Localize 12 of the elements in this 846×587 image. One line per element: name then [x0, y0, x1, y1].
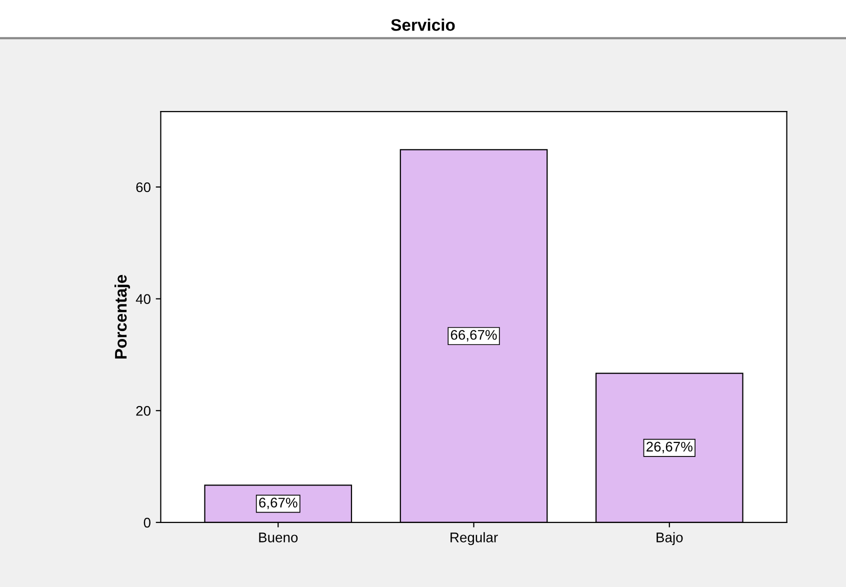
y-tick-label: 20 — [136, 406, 150, 416]
data-label: 6,67% — [259, 498, 298, 510]
data-label: 66,67% — [450, 330, 497, 342]
data-label: 26,67% — [646, 442, 692, 454]
y-tick-label: 60 — [136, 182, 150, 192]
x-tick-label: Bajo — [656, 532, 683, 546]
chart-title: Servicio — [391, 18, 455, 31]
y-axis-title: Porcentaje — [114, 274, 130, 358]
y-tick-label: 40 — [136, 294, 150, 304]
y-tick-label: 0 — [144, 518, 150, 528]
x-tick-label: Bueno — [259, 532, 298, 542]
x-tick-label: Regular — [450, 532, 498, 546]
